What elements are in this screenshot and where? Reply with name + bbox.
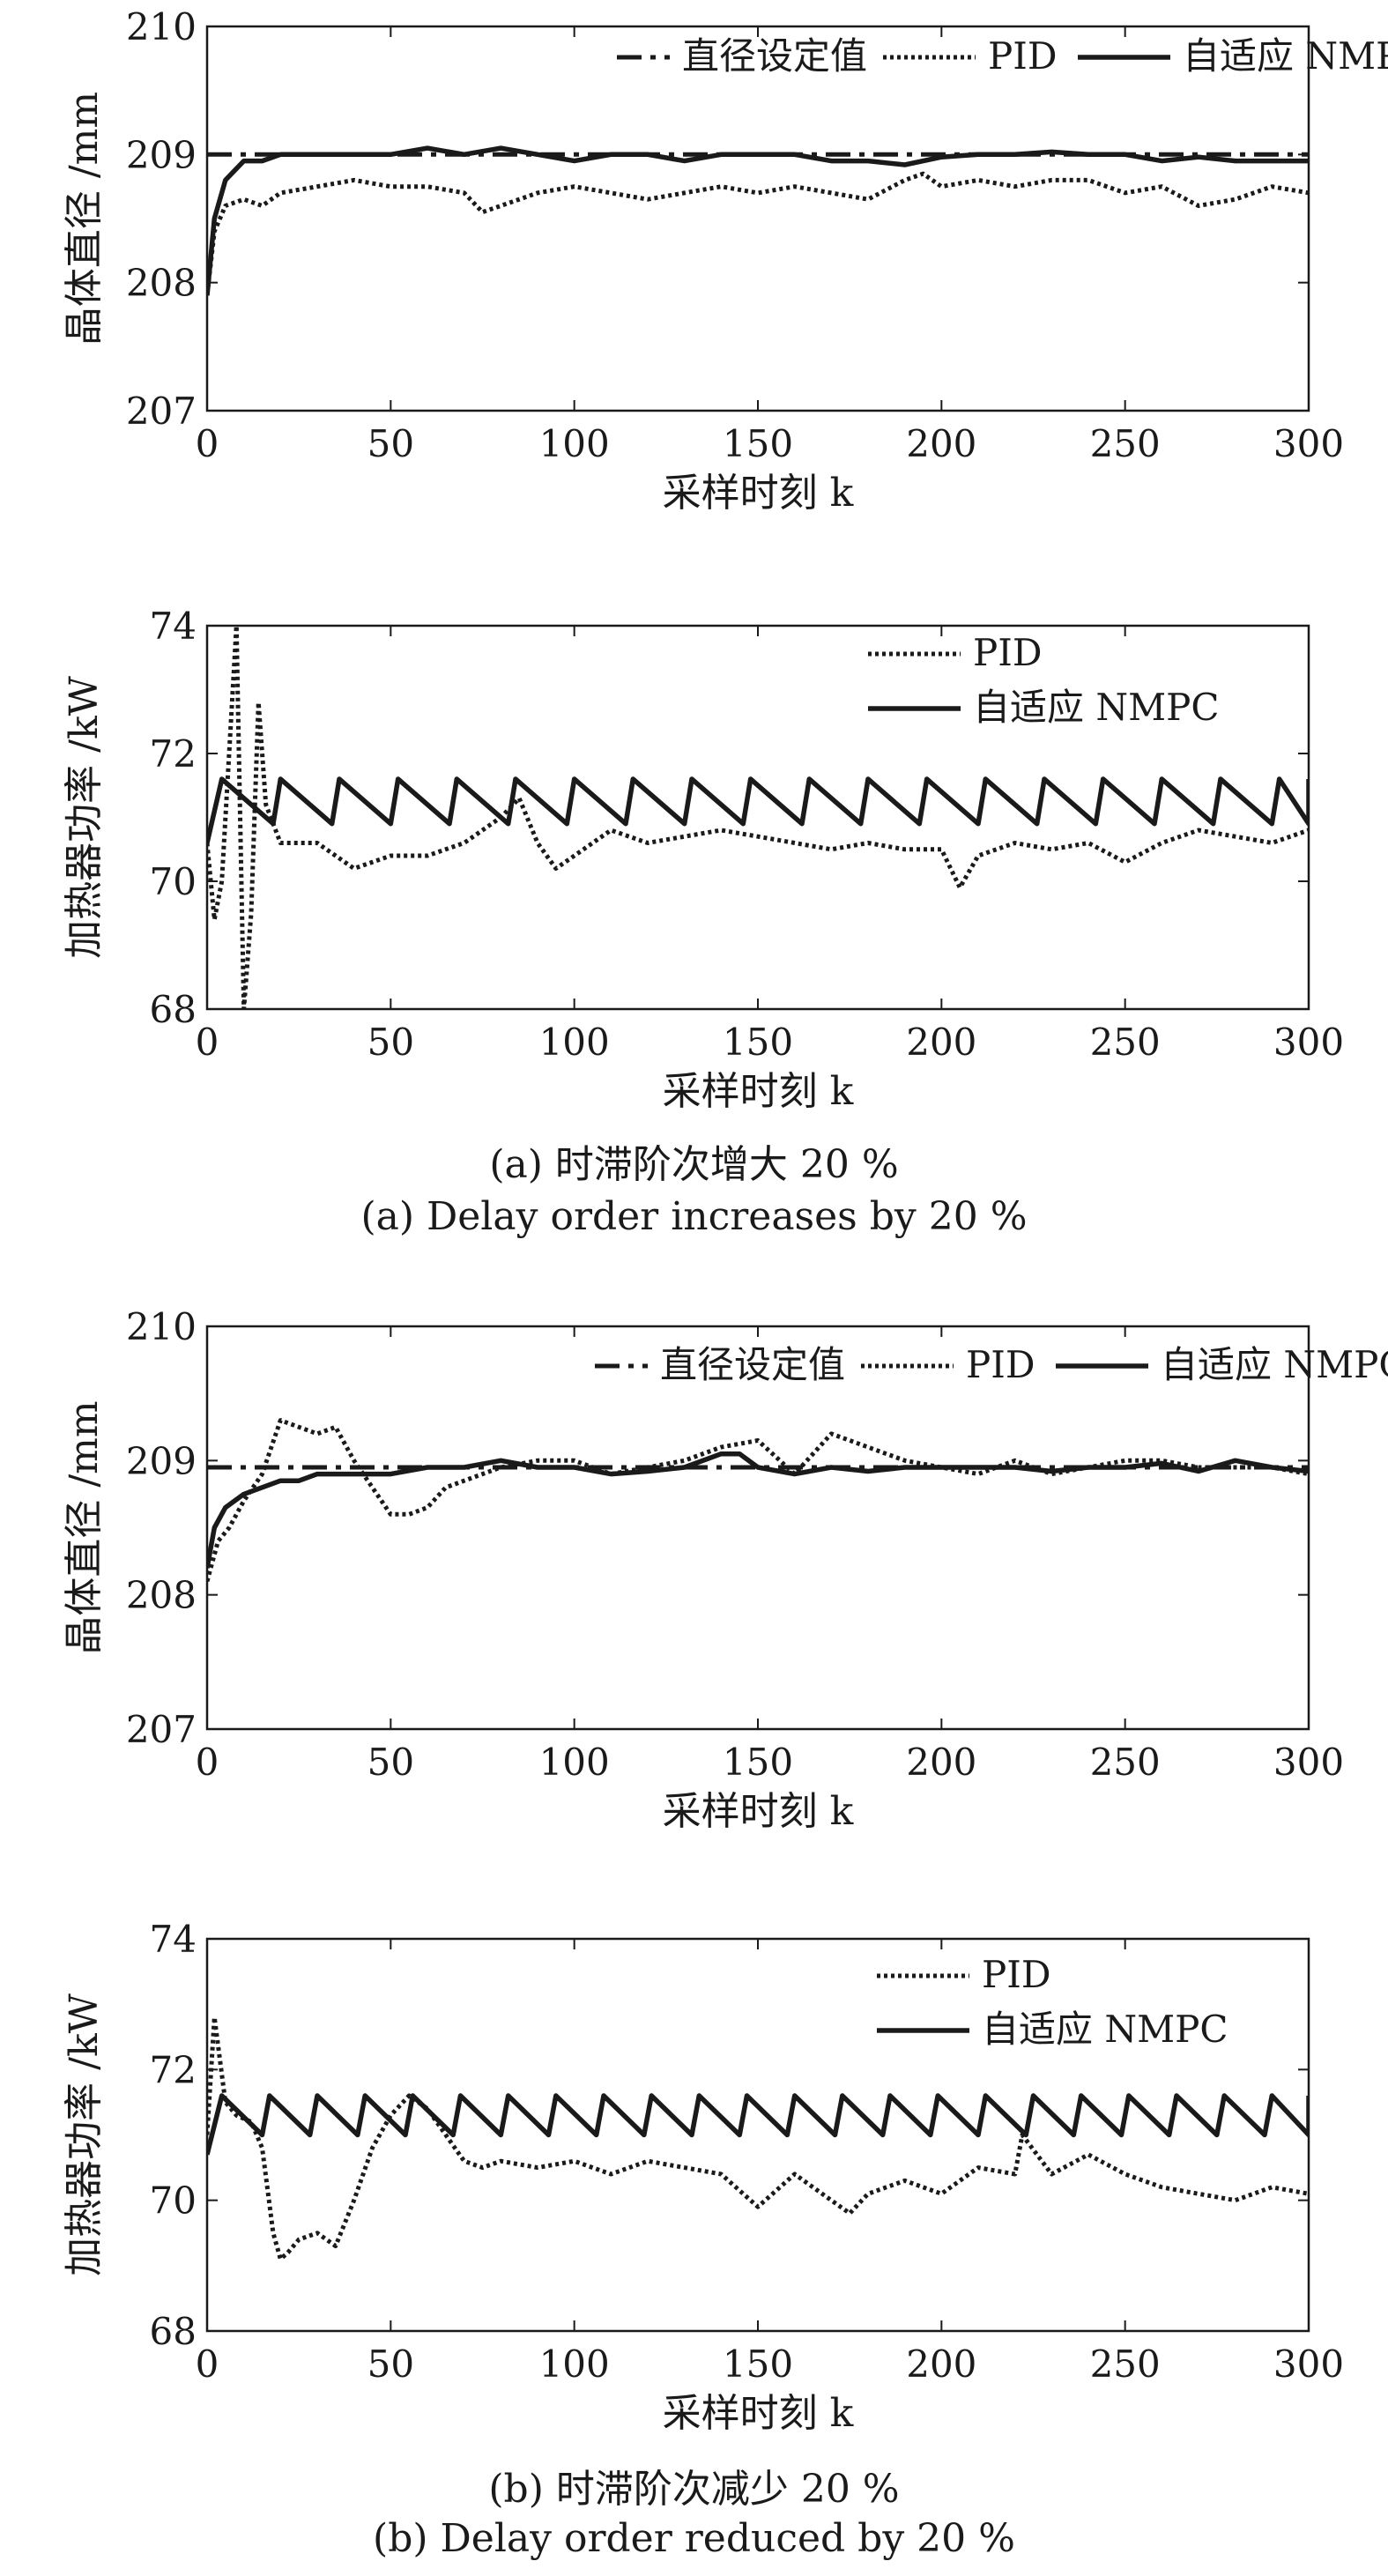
x-tick-label: 200 [906,1741,976,1784]
y-tick-label: 208 [126,1574,197,1617]
y-axis-label: 晶体直径 /mm [62,1400,107,1654]
series-line-1 [207,776,1309,844]
series-group [207,626,1309,1009]
caption-b-en: (b) Delay order reduced by 20 % [373,2516,1015,2561]
legend-label-0: 直径设定值 [660,1343,845,1386]
x-axis-label: 采样时刻 k [663,1069,854,1114]
caption-b-cn: (b) 时滞阶次减少 20 % [488,2467,900,2512]
x-tick-label: 200 [906,422,976,465]
y-tick-label: 207 [126,390,197,433]
caption-a-cn: (a) 时滞阶次增大 20 % [489,1142,899,1187]
legend-label-2: 自适应 NMPC [1183,34,1388,78]
x-tick-label: 50 [367,1741,414,1784]
x-tick-label: 50 [367,2342,414,2386]
chart-a-power: 0 50 100 150 200 250 300 68 70 72 74 采样时刻 k 加热器功率 /k… [62,605,1344,1114]
x-tick-label: 300 [1273,1741,1344,1784]
x-tick-label: 100 [539,2342,610,2386]
y-tick-label: 70 [150,2179,197,2223]
plot-frame [205,1325,1310,1731]
y-tick-label: 74 [150,605,197,648]
x-tick-label: 50 [367,422,414,465]
x-tick-label: 250 [1090,1021,1161,1064]
y-tick-label: 70 [150,860,197,903]
y-axis-label: 加热器功率 /kW [62,1993,107,2275]
x-tick-label: 250 [1090,1741,1161,1784]
legend-label-1: PID [988,34,1058,78]
legend-label-0: PID [982,1953,1051,1996]
plot-frame [205,624,1310,1011]
x-tick-label: 100 [539,1021,610,1064]
x-tick-label: 150 [723,2342,793,2386]
x-tick-label: 300 [1273,422,1344,465]
series-group [207,1418,1309,1583]
y-tick-label: 207 [126,1708,197,1751]
x-tick-label: 0 [196,422,219,465]
y-tick-label: 209 [126,1439,197,1482]
series-line-1 [207,2093,1309,2156]
series-line-2 [207,145,1309,296]
y-tick-label: 74 [150,1918,197,1961]
y-tick-label: 68 [150,2310,197,2353]
plot-frame [205,1937,1310,2333]
x-axis-label: 采样时刻 k [663,1789,854,1834]
legend-label-0: 直径设定值 [682,34,867,78]
x-tick-label: 150 [723,1021,793,1064]
x-tick-label: 100 [539,1741,610,1784]
chart-a-diameter: 0 50 100 150 200 250 300 207 208 209 210 采样时刻 k 晶体直径… [62,5,1388,516]
legend-label-2: 自适应 NMPC [1161,1343,1388,1386]
y-tick-label: 68 [150,988,197,1031]
x-tick-label: 0 [196,2342,219,2386]
x-tick-label: 100 [539,422,610,465]
series-group [207,145,1309,296]
legend-label-1: 自适应 NMPC [973,686,1220,729]
series-line-1 [207,171,1309,296]
x-tick-label: 0 [196,1021,219,1064]
x-tick-label: 0 [196,1741,219,1784]
x-tick-label: 250 [1090,2342,1161,2386]
x-tick-label: 150 [723,1741,793,1784]
y-tick-label: 72 [150,732,197,776]
y-tick-label: 209 [126,133,197,176]
series-line-1 [207,1418,1309,1583]
series-line-2 [207,1451,1309,1569]
x-tick-label: 150 [723,422,793,465]
y-axis-label: 加热器功率 /kW [62,675,107,958]
plot-frame [205,25,1310,412]
x-tick-label: 200 [906,1021,976,1064]
x-axis-label: 采样时刻 k [663,2391,854,2436]
chart-b-power: 0 50 100 150 200 250 300 68 70 72 74 采样时刻 k 加热器功率 /k… [62,1918,1344,2436]
y-tick-label: 72 [150,2048,197,2091]
legend-label-1: PID [966,1343,1035,1386]
x-tick-label: 50 [367,1021,414,1064]
series-line-0 [207,2015,1309,2261]
y-tick-label: 210 [126,1305,197,1348]
x-axis-label: 采样时刻 k [663,471,854,516]
x-tick-label: 300 [1273,1021,1344,1064]
x-tick-label: 200 [906,2342,976,2386]
x-tick-label: 250 [1090,422,1161,465]
legend-label-1: 自适应 NMPC [982,2008,1228,2051]
y-axis-label: 晶体直径 /mm [62,92,107,345]
caption-a-en: (a) Delay order increases by 20 % [360,1194,1028,1239]
x-tick-label: 300 [1273,2342,1344,2386]
y-tick-label: 208 [126,262,197,305]
legend-label-0: PID [973,631,1043,674]
chart-b-diameter: 0 50 100 150 200 250 300 207 208 209 210 采样时刻 k 晶体直径… [62,1305,1388,1834]
series-line-0 [207,626,1309,1009]
series-group [207,2015,1309,2261]
y-tick-label: 210 [126,5,197,48]
